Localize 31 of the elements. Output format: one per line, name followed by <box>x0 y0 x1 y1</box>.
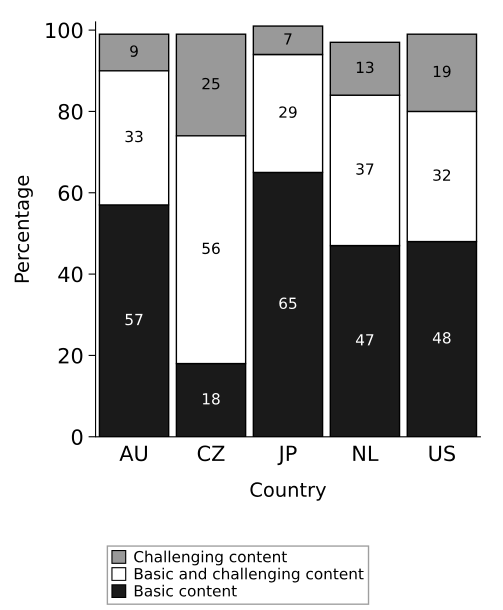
data-label: 7 <box>284 33 292 44</box>
data-label: 47 <box>356 334 374 346</box>
data-label: 33 <box>125 130 143 142</box>
y-tick-label: 80 <box>58 104 82 120</box>
data-label: 65 <box>279 297 296 310</box>
x-tick-label: NL <box>353 446 378 461</box>
data-label: 56 <box>202 242 220 254</box>
data-label: 37 <box>356 163 374 175</box>
y-tick-label: 0 <box>72 429 82 445</box>
data-label: 19 <box>434 66 451 78</box>
x-tick-label: US <box>429 445 455 462</box>
y-tick-label: 40 <box>58 266 82 282</box>
data-label: 9 <box>130 45 138 57</box>
legend-label: Basic and challenging content <box>134 568 364 582</box>
data-label: 25 <box>202 78 220 90</box>
x-tick-label: CZ <box>198 445 224 462</box>
legend-label: Challenging content <box>134 550 287 566</box>
y-tick-label: 20 <box>58 348 82 364</box>
x-tick-label: AU <box>119 446 147 462</box>
data-label: 13 <box>356 62 374 74</box>
data-label: 48 <box>432 332 451 344</box>
data-label: 57 <box>126 314 142 326</box>
y-tick-label: 60 <box>58 185 82 201</box>
x-tick-label: JP <box>278 446 297 466</box>
data-label: 32 <box>433 169 450 181</box>
x-axis-title: Country <box>250 482 326 501</box>
legend-label: Basic content <box>134 584 237 597</box>
data-label: 18 <box>202 393 220 405</box>
data-label: 29 <box>279 106 297 118</box>
y-axis-title: Percentage <box>14 176 33 282</box>
y-tick-label: 100 <box>46 22 82 38</box>
